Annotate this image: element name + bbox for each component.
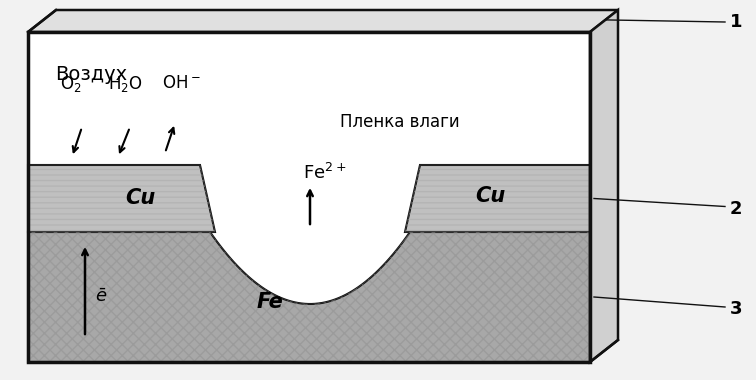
Text: 1: 1 [730, 13, 742, 31]
Text: Воздух: Воздух [55, 65, 127, 84]
Text: 2: 2 [730, 200, 742, 217]
Polygon shape [28, 232, 590, 362]
Text: Пленка влаги: Пленка влаги [340, 113, 460, 131]
Polygon shape [405, 165, 590, 232]
Polygon shape [28, 165, 215, 232]
Text: Cu: Cu [125, 188, 155, 209]
Text: H$_2$O: H$_2$O [108, 74, 143, 94]
Text: Fe: Fe [256, 292, 284, 312]
Text: Cu: Cu [475, 187, 505, 206]
Polygon shape [590, 10, 618, 362]
Text: Fe$^{2+}$: Fe$^{2+}$ [303, 163, 347, 183]
Polygon shape [28, 10, 618, 32]
Text: $\bar{e}$: $\bar{e}$ [95, 288, 107, 306]
Text: 3: 3 [730, 300, 742, 318]
Text: O$_2$: O$_2$ [60, 74, 82, 94]
Text: OH$^-$: OH$^-$ [162, 74, 200, 92]
Bar [28, 32, 590, 362]
Bar [28, 32, 590, 362]
